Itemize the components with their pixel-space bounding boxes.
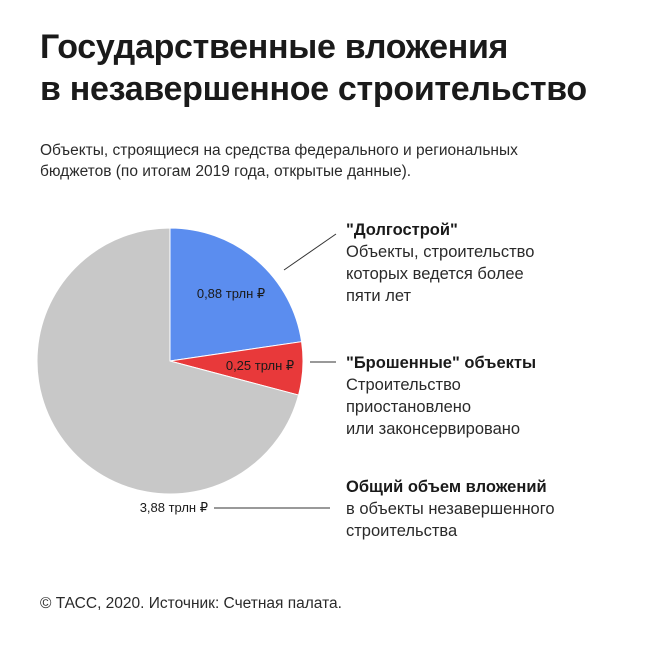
legend-total-title: Общий объем вложений — [346, 478, 547, 496]
page-subtitle: Объекты, строящиеся на средства федераль… — [40, 140, 518, 182]
slice-label-longterm: 0,88 трлн ₽ — [197, 286, 265, 301]
pie-slice-longterm — [169, 227, 303, 362]
legend-longterm-title: "Долгострой" — [346, 221, 458, 239]
footer-credit: © ТАСС, 2020. Источник: Счетная палата. — [40, 595, 342, 612]
pie-slice-rest — [36, 227, 300, 495]
legend-longterm-line-3: пяти лет — [346, 287, 412, 305]
legend-abandoned-line-3: или законсервировано — [346, 420, 521, 438]
legend-longterm: "Долгострой" Объекты, строительство кото… — [346, 219, 534, 307]
subtitle-line-1: Объекты, строящиеся на средства федераль… — [40, 142, 518, 159]
title-line-1: Государственные вложения — [40, 28, 509, 66]
legend-abandoned-title: "Брошенные" объекты — [346, 354, 537, 372]
page-title: Государственные вложения в незавершенное… — [40, 26, 587, 110]
legend-total-line-2: строительства — [346, 522, 458, 540]
pointer-lines — [214, 233, 337, 509]
pie-slices — [36, 227, 304, 495]
legend-longterm-line-2: которых ведется более — [346, 265, 524, 283]
slice-label-abandoned: 0,25 трлн ₽ — [226, 358, 294, 373]
legend-abandoned: "Брошенные" объекты Строительство приост… — [346, 352, 536, 440]
pointer-line-longterm — [283, 233, 337, 271]
legend-total-line-1: в объекты незавершенного — [346, 500, 555, 518]
subtitle-line-2: бюджетов (по итогам 2019 года, открытые … — [40, 163, 412, 180]
title-line-2: в незавершенное строительство — [40, 70, 587, 108]
legend-abandoned-line-2: приостановлено — [346, 398, 472, 416]
legend-abandoned-line-1: Строительство — [346, 376, 461, 394]
total-label: 3,88 трлн ₽ — [140, 500, 208, 515]
legend-longterm-line-1: Объекты, строительство — [346, 243, 535, 261]
legend-total: Общий объем вложений в объекты незаверше… — [346, 476, 555, 542]
